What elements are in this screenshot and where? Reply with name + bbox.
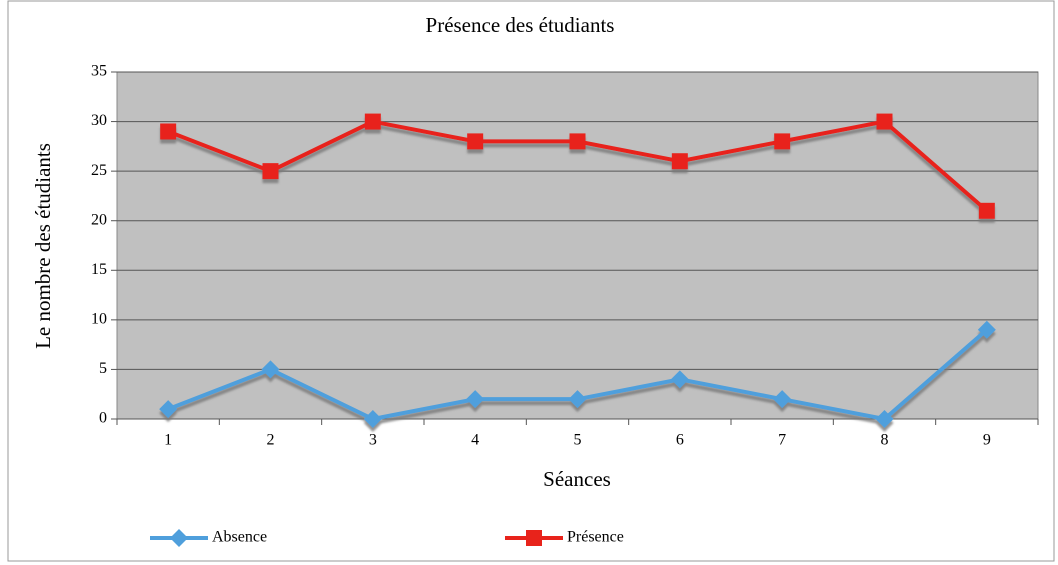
marker [467, 133, 484, 150]
plot-area [116, 71, 1039, 420]
y-tick-label: 10 [91, 311, 107, 328]
marker [569, 133, 586, 150]
marker [568, 390, 587, 409]
chart-title: Présence des étudiants [426, 13, 615, 37]
marker [671, 153, 688, 170]
marker [363, 410, 382, 428]
x-tick-label: 9 [983, 432, 991, 449]
x-tick-label: 5 [574, 432, 582, 449]
x-tick-label: 7 [778, 432, 786, 449]
marker [364, 113, 381, 130]
y-tick-label: 15 [91, 261, 107, 278]
series [160, 113, 995, 219]
y-tick-label: 20 [91, 211, 107, 228]
x-tick-label: 4 [471, 432, 479, 449]
marker [977, 320, 996, 339]
y-tick-label: 0 [99, 410, 107, 427]
y-axis-title: Le nombre des étudiants [31, 143, 55, 349]
marker [876, 113, 893, 130]
x-axis-title: Séances [543, 467, 611, 491]
marker [160, 123, 177, 140]
y-tick-label: 35 [91, 63, 107, 80]
y-tick-label: 5 [99, 360, 107, 377]
x-tick-label: 1 [164, 432, 172, 449]
marker [159, 400, 178, 419]
marker [526, 530, 542, 546]
series [159, 320, 996, 428]
marker [262, 163, 279, 180]
marker [466, 390, 485, 409]
marker [261, 360, 280, 379]
x-tick-label: 6 [676, 432, 684, 449]
legend-label: Présence [567, 529, 624, 546]
legend-label: Absence [212, 529, 267, 546]
marker [774, 133, 791, 150]
x-tick-label: 8 [881, 432, 889, 449]
marker [978, 202, 995, 219]
y-tick-label: 30 [91, 112, 107, 129]
marker [875, 410, 894, 428]
y-tick-label: 25 [91, 162, 107, 179]
x-tick-label: 2 [267, 432, 275, 449]
x-tick-label: 3 [369, 432, 377, 449]
marker [773, 390, 792, 409]
marker [670, 370, 689, 389]
marker [170, 529, 188, 547]
